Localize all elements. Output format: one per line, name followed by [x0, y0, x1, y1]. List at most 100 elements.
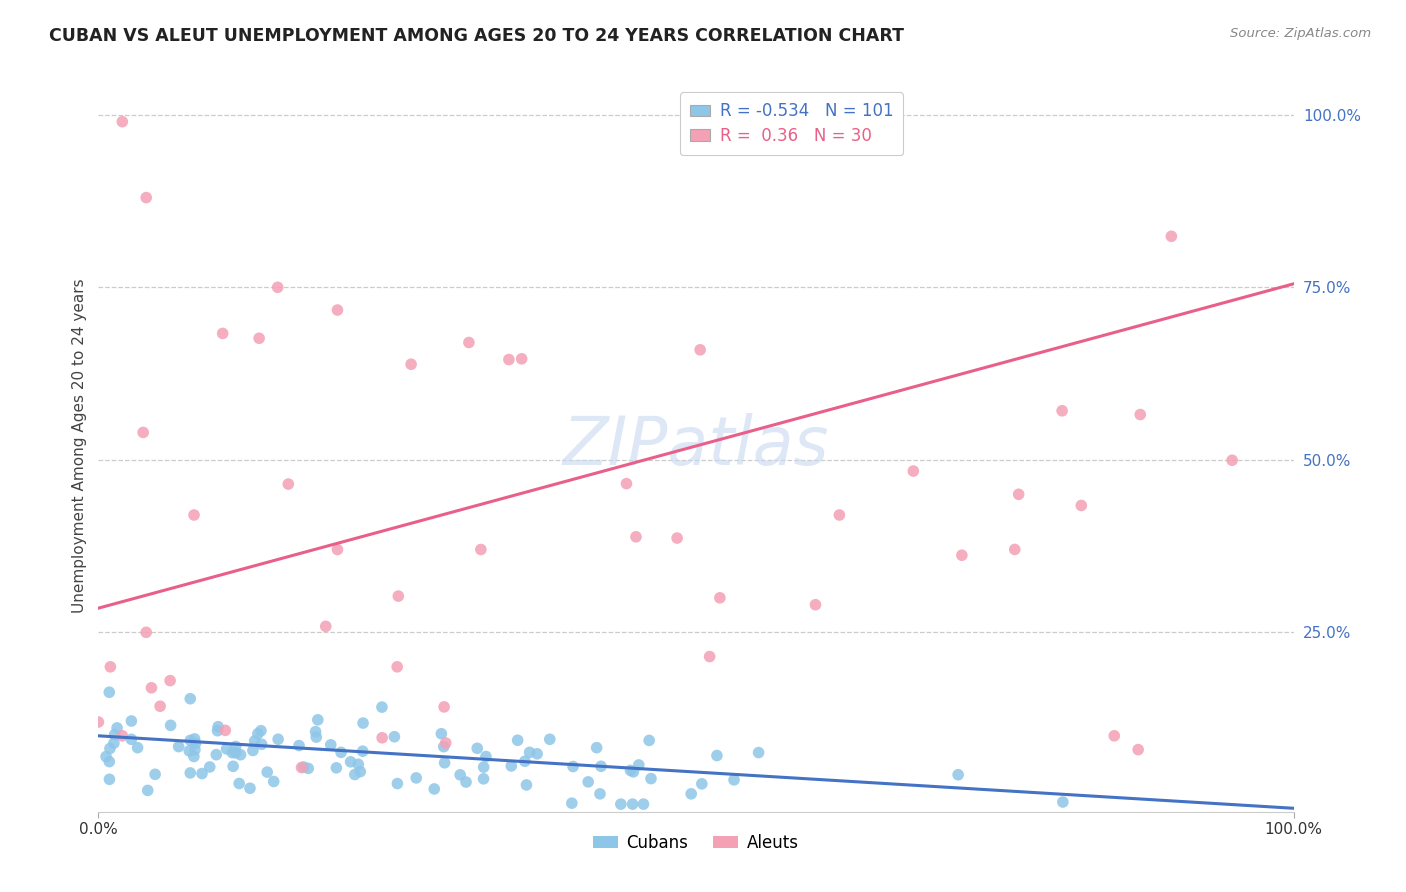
Cubans [433, 739, 456, 754]
Point [159, 673, 181, 688]
Aleuts [616, 476, 638, 491]
Cubans [352, 716, 374, 731]
Cubans [640, 772, 662, 786]
Point [385, 660, 409, 674]
Cubans [304, 724, 326, 739]
Point [111, 114, 134, 128]
Cubans [519, 745, 541, 759]
Aleuts [326, 303, 349, 318]
Cubans [167, 739, 190, 754]
Aleuts [399, 357, 422, 371]
Cubans [621, 764, 644, 779]
Text: ZIPatlas: ZIPatlas [562, 413, 830, 479]
Aleuts [950, 548, 973, 562]
Point [804, 598, 827, 612]
Cubans [225, 746, 247, 760]
Cubans [339, 755, 361, 769]
Cubans [454, 775, 477, 789]
Cubans [638, 733, 661, 747]
Cubans [384, 730, 406, 744]
Cubans [465, 741, 488, 756]
Cubans [619, 764, 641, 778]
Cubans [179, 744, 201, 758]
Cubans [183, 749, 205, 764]
Point [135, 625, 157, 640]
Point [98, 660, 122, 674]
Cubans [103, 736, 125, 750]
Cubans [562, 759, 585, 773]
Cubans [343, 767, 366, 781]
Cubans [430, 727, 453, 741]
Cubans [179, 733, 201, 747]
Cubans [576, 775, 599, 789]
Cubans [305, 730, 328, 744]
Cubans [98, 685, 121, 699]
Cubans [589, 787, 612, 801]
Cubans [297, 761, 319, 775]
Aleuts [387, 589, 409, 603]
Cubans [159, 718, 181, 732]
Cubans [371, 700, 394, 714]
Cubans [1052, 795, 1074, 809]
Cubans [627, 758, 650, 772]
Aleuts [498, 352, 520, 367]
Aleuts [689, 343, 711, 357]
Cubans [242, 743, 264, 757]
Cubans [423, 781, 446, 796]
Aleuts [141, 681, 163, 695]
Point [458, 335, 481, 350]
Point [470, 542, 492, 557]
Aleuts [510, 351, 533, 366]
Cubans [183, 731, 205, 746]
Point [135, 191, 157, 205]
Cubans [538, 732, 561, 747]
Aleuts [666, 531, 689, 545]
Cubans [198, 760, 221, 774]
Cubans [405, 771, 427, 785]
Cubans [352, 744, 374, 758]
Cubans [506, 733, 529, 747]
Aleuts [277, 477, 299, 491]
Cubans [207, 720, 229, 734]
Point [1008, 487, 1031, 501]
Cubans [387, 776, 409, 790]
Cubans [307, 713, 329, 727]
Cubans [681, 787, 703, 801]
Cubans [526, 747, 548, 761]
Cubans [589, 759, 612, 773]
Cubans [215, 742, 238, 756]
Cubans [184, 742, 207, 756]
Cubans [250, 723, 273, 738]
Cubans [120, 714, 142, 728]
Aleuts [624, 530, 647, 544]
Cubans [179, 691, 201, 706]
Cubans [621, 797, 644, 811]
Aleuts [1129, 408, 1152, 422]
Cubans [706, 748, 728, 763]
Cubans [330, 745, 353, 759]
Cubans [472, 772, 495, 786]
Cubans [946, 768, 969, 782]
Cubans [501, 759, 523, 773]
Cubans [585, 740, 607, 755]
Cubans [472, 760, 495, 774]
Cubans [229, 747, 252, 762]
Text: CUBAN VS ALEUT UNEMPLOYMENT AMONG AGES 20 TO 24 YEARS CORRELATION CHART: CUBAN VS ALEUT UNEMPLOYMENT AMONG AGES 2… [49, 27, 904, 45]
Point [1128, 742, 1150, 756]
Cubans [191, 766, 214, 780]
Cubans [513, 754, 536, 768]
Cubans [136, 783, 159, 797]
Cubans [633, 797, 655, 811]
Cubans [561, 796, 583, 810]
Cubans [127, 740, 149, 755]
Aleuts [903, 464, 925, 478]
Cubans [228, 776, 250, 790]
Cubans [184, 736, 207, 750]
Cubans [246, 727, 269, 741]
Cubans [319, 738, 342, 752]
Cubans [207, 723, 229, 738]
Cubans [222, 759, 245, 773]
Aleuts [1050, 404, 1073, 418]
Cubans [475, 749, 498, 764]
Aleuts [132, 425, 155, 440]
